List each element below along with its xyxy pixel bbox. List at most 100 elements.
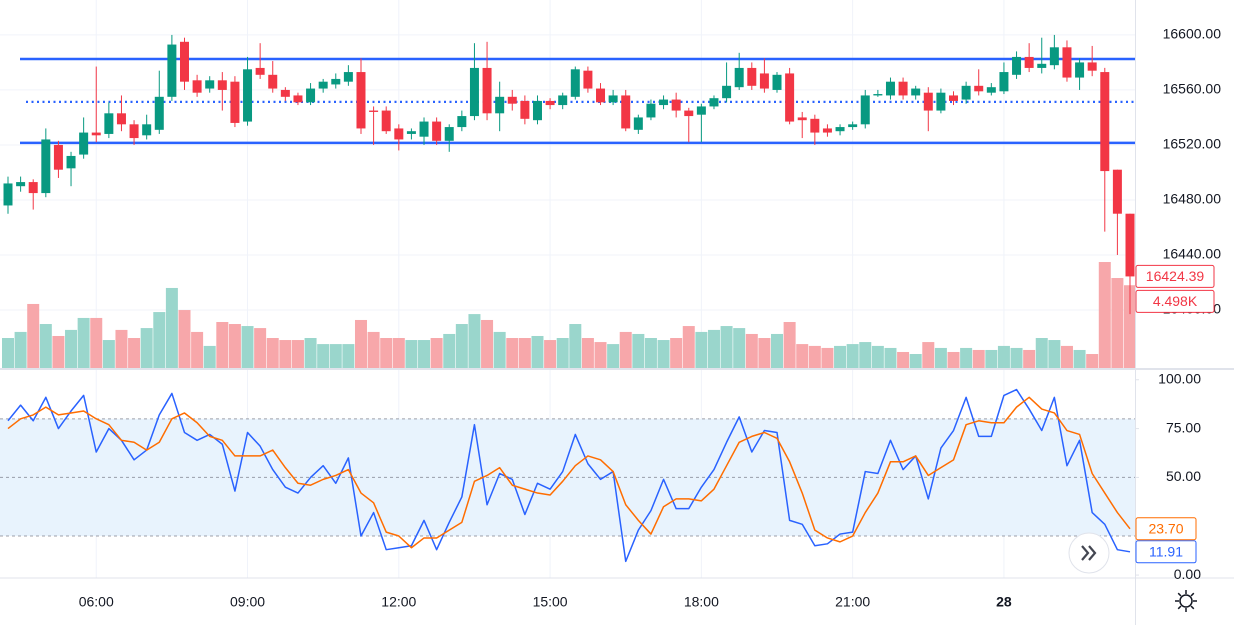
volume-bar [115, 329, 128, 368]
stochastic-last-label: 11.91 [1149, 544, 1183, 560]
volume-bar [1073, 349, 1086, 368]
candle-body [142, 124, 152, 136]
y-tick-label: 16440.00 [1163, 246, 1222, 262]
candle-body [545, 100, 555, 106]
price-last-label-box [1135, 264, 1215, 288]
volume-bar [619, 331, 632, 368]
candle-body [255, 67, 265, 75]
volume-bar [1098, 262, 1111, 368]
candle-body [129, 124, 139, 139]
volume-bar [392, 338, 405, 368]
candle-body [747, 67, 757, 86]
volume-bar [1023, 349, 1036, 368]
volume-bar [279, 340, 292, 368]
candle-body [570, 69, 580, 97]
volume-bar [228, 324, 241, 368]
last-value-labels: 16424.39 4.498K 11.91 23.70 [1135, 264, 1215, 564]
stochastic-last-label: 23.70 [1148, 520, 1183, 536]
volume-bar [607, 344, 620, 368]
candle-body [1112, 169, 1122, 214]
candle-body [558, 95, 568, 106]
volume-bar [531, 335, 544, 368]
volume-bar [720, 326, 733, 368]
y2-tick-label: 100.00 [1158, 370, 1201, 386]
volume-bar [418, 340, 431, 368]
candle-body [41, 139, 51, 194]
levels [20, 57, 1135, 145]
candle-body [583, 70, 593, 89]
candle-body [394, 128, 404, 140]
y-tick-label: 16520.00 [1163, 136, 1222, 152]
volume-bar [254, 328, 267, 368]
volume-bar [14, 331, 27, 368]
y-tick-label: 16480.00 [1163, 191, 1222, 207]
volume-bar [934, 347, 947, 368]
candle-body [280, 89, 290, 97]
volume-bar [1060, 345, 1073, 368]
y-tick-label: 16600.00 [1163, 26, 1222, 42]
volume-bar [632, 333, 645, 368]
settings-icon[interactable] [1175, 590, 1197, 612]
volume-bar [581, 338, 594, 368]
candle-body [734, 67, 744, 88]
candle-body [457, 116, 467, 128]
scroll-button-icon[interactable] [1081, 545, 1097, 561]
candles [3, 34, 1135, 315]
candle-body [1100, 72, 1110, 172]
volume-bar [140, 328, 153, 368]
candle-body [469, 67, 479, 117]
candle-body [785, 73, 795, 122]
volume-bar [695, 331, 708, 368]
volume-bar [380, 338, 393, 368]
volume-bar [733, 328, 746, 368]
candle-body [1062, 47, 1072, 78]
volume-bar [455, 324, 468, 368]
candle-body [306, 88, 316, 103]
volume-bar [997, 345, 1010, 368]
volume-bar [771, 333, 784, 368]
y-tick-label: 16560.00 [1163, 81, 1222, 97]
candle-body [659, 99, 669, 106]
candle-body [1087, 62, 1097, 71]
candle-body [772, 74, 782, 90]
settings-icon-ring[interactable] [1179, 594, 1193, 608]
volume-bar [2, 338, 14, 368]
volume-bar [203, 345, 216, 368]
volume-bar [960, 347, 973, 368]
candle-body [898, 81, 908, 96]
candle-body [608, 95, 618, 103]
volume-bar [405, 340, 418, 368]
candle-body [217, 80, 227, 90]
candle-body [507, 96, 517, 104]
candle-body [192, 80, 202, 93]
candle-body [268, 74, 278, 89]
volume-bar [430, 338, 443, 368]
candle-body [961, 85, 971, 100]
y2-tick-label: 50.00 [1166, 468, 1201, 484]
volume-bar [871, 345, 884, 368]
volume-bar [544, 340, 557, 368]
grid [0, 0, 1135, 578]
candle-body [759, 73, 769, 89]
candle-body [406, 131, 416, 134]
x-tick-label: 15:00 [533, 594, 568, 610]
axes: 06:0009:0012:0015:0018:0021:002816400.00… [79, 26, 1221, 610]
candle-body [16, 182, 26, 187]
y2-tick-label: 75.00 [1166, 419, 1201, 435]
settings-icon-rays[interactable] [1175, 590, 1197, 612]
volume-bar [821, 347, 834, 368]
candle-body [116, 113, 126, 125]
candle-body [986, 87, 996, 93]
scroll-button[interactable] [1068, 532, 1110, 574]
volume-bar [594, 342, 607, 368]
candle-body [532, 100, 542, 121]
volume-bar [128, 338, 141, 368]
candle-body [1012, 56, 1022, 75]
candle-body [419, 121, 429, 137]
volume [2, 262, 1136, 368]
candle-body [797, 117, 807, 121]
candle-body [709, 98, 719, 107]
volume-bar [304, 338, 317, 368]
candle-body [520, 100, 530, 119]
